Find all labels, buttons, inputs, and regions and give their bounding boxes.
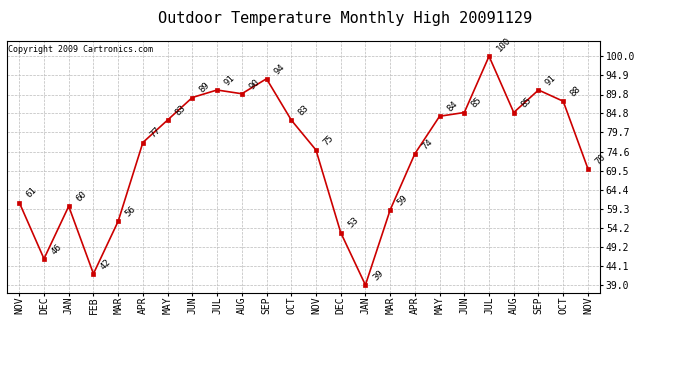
Text: 89: 89	[198, 81, 212, 95]
Text: 83: 83	[173, 103, 187, 117]
Text: 83: 83	[297, 103, 310, 117]
Text: Copyright 2009 Cartronics.com: Copyright 2009 Cartronics.com	[8, 45, 153, 54]
Text: 53: 53	[346, 216, 360, 230]
Text: 39: 39	[371, 268, 385, 282]
Text: 70: 70	[593, 152, 607, 166]
Text: 75: 75	[322, 133, 335, 147]
Text: 85: 85	[470, 96, 484, 110]
Text: 90: 90	[247, 77, 262, 91]
Text: 85: 85	[520, 96, 533, 110]
Text: 88: 88	[569, 84, 583, 99]
Text: 42: 42	[99, 257, 113, 271]
Text: 60: 60	[75, 189, 88, 204]
Text: 56: 56	[124, 204, 138, 219]
Text: Outdoor Temperature Monthly High 20091129: Outdoor Temperature Monthly High 2009112…	[158, 11, 532, 26]
Text: 61: 61	[25, 186, 39, 200]
Text: 77: 77	[148, 126, 162, 140]
Text: 100: 100	[495, 36, 513, 54]
Text: 46: 46	[50, 242, 63, 256]
Text: 94: 94	[272, 62, 286, 76]
Text: 74: 74	[420, 137, 435, 151]
Text: 91: 91	[544, 73, 558, 87]
Text: 84: 84	[445, 99, 459, 114]
Text: 91: 91	[223, 73, 237, 87]
Text: 59: 59	[395, 193, 410, 207]
